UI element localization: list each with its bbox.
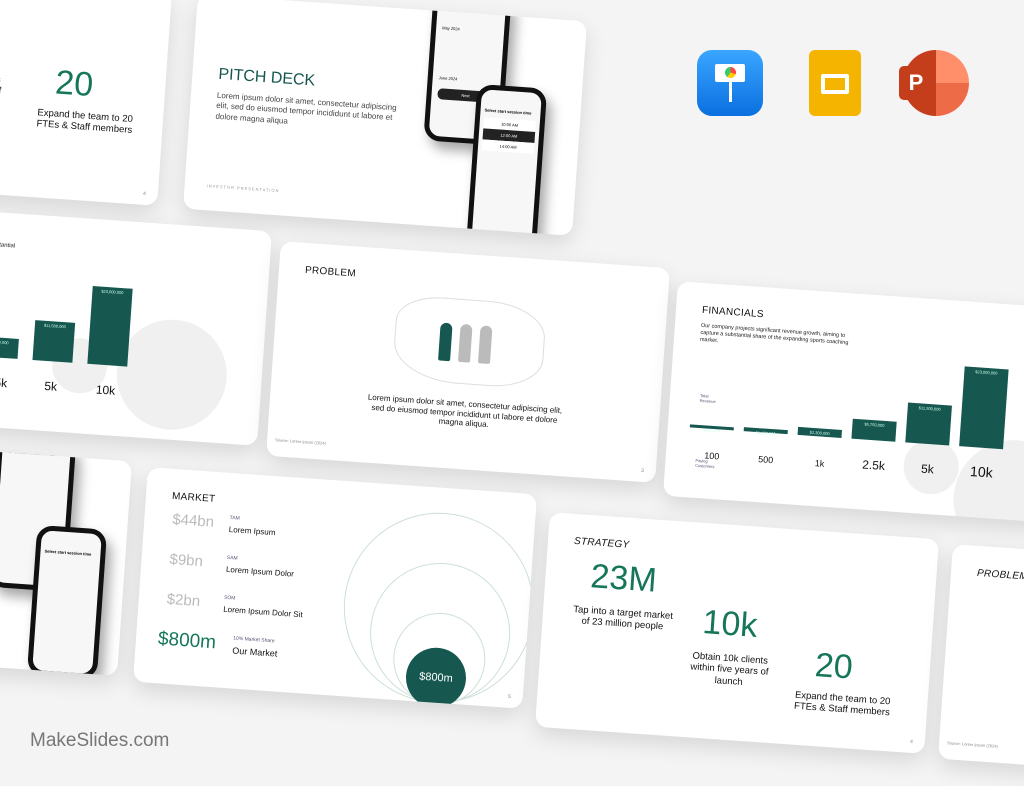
market-label: SOM xyxy=(223,594,236,602)
month-label: May 2024 xyxy=(442,25,460,32)
market-name: Lorem Ipsum Dolor xyxy=(225,564,295,579)
stat-value: 10k xyxy=(701,603,759,645)
problem-title: PROBLEM xyxy=(976,567,1024,583)
customer-count: 1k xyxy=(814,458,825,469)
stat-value: 20 xyxy=(54,63,95,105)
bar: $11,500,000 xyxy=(32,320,76,363)
customer-count: 5k xyxy=(43,378,58,394)
page-number: 4 xyxy=(142,190,147,198)
revenue-bar: $1,150,000 xyxy=(743,427,788,436)
market-value: $800m xyxy=(157,628,217,654)
market-value: $9bn xyxy=(168,550,204,571)
pitch-title: PITCH DECK xyxy=(217,65,316,90)
revenue-label: Total Revenue xyxy=(699,392,716,405)
stat-value: 20 xyxy=(813,646,855,687)
page-number: 3 xyxy=(640,467,645,475)
bubble xyxy=(113,316,231,434)
customer-count: 5k xyxy=(920,461,935,477)
stat-value: 23M xyxy=(589,557,658,600)
slide-problem-partial[interactable]: PROBLEM Source: Lorem Ipsum (2024) xyxy=(937,544,1024,786)
phone-title: Select start session time xyxy=(484,107,532,116)
slide-pitch-deck-partial[interactable]: Select start session date Select start s… xyxy=(0,434,133,676)
customer-count: 10k xyxy=(95,382,116,398)
financials-body: Our company projects significant revenue… xyxy=(0,229,16,250)
stat-caption: Expand the team to 20 FTEs & Staff membe… xyxy=(793,689,891,719)
financials-title: FINANCIALS xyxy=(701,304,765,321)
problem-title: PROBLEM xyxy=(304,264,357,280)
phone-mockup-time: Select start session time xyxy=(26,524,108,676)
stat-caption: Obtain 10k clients within five years of … xyxy=(690,650,769,688)
revenue-bar: $230,000 xyxy=(689,424,734,433)
month-label: June 2024 xyxy=(438,75,458,82)
market-value: $2bn xyxy=(166,590,201,611)
pitch-footer: INVESTOR PRESENTATION xyxy=(206,183,280,194)
brand-logo: MakeSlides.com xyxy=(30,730,170,751)
strategy-title: STRATEGY xyxy=(573,535,630,551)
slide-market[interactable]: MARKET $800m $44bn TAM Lorem Ipsum $9bn … xyxy=(132,467,538,709)
slide-pitch-deck[interactable]: PITCH DECK Lorem ipsum dolor sit amet, c… xyxy=(182,0,588,236)
phone-title: Select start session time xyxy=(44,548,92,557)
financials-body: Our company projects significant revenue… xyxy=(699,322,849,347)
revenue-bar: $23,000,000 xyxy=(959,366,1009,450)
slide-problem[interactable]: PROBLEM Lorem ipsum dolor sit amet, cons… xyxy=(265,241,671,483)
phone-mockup-time: Select start session time 10:00 AM 12:00… xyxy=(466,83,548,236)
market-title: MARKET xyxy=(171,490,216,505)
customer-count: 2.5k xyxy=(0,374,8,391)
market-label: SAM xyxy=(226,554,238,562)
slide-strategy-partial[interactable]: 10k Obtain 10k clients within five years… xyxy=(0,0,173,206)
phone-title: Select start session date xyxy=(8,448,56,457)
customer-count: 2.5k xyxy=(861,457,886,474)
time-slot: 14:00 AM xyxy=(481,139,535,154)
stat-caption: Expand the team to 20 FTEs & Staff membe… xyxy=(36,107,134,137)
problem-body: Lorem ipsum dolor sit amet, consectetur … xyxy=(367,392,563,430)
keynote-icon xyxy=(697,50,763,116)
market-label: 10% Market Share xyxy=(233,635,275,645)
market-value: $44bn xyxy=(171,511,215,531)
bar: $5,750,000 xyxy=(0,336,19,359)
google-slides-icon xyxy=(809,50,861,116)
stat-caption: Obtain 10k clients within five years of … xyxy=(0,69,11,110)
market-name: Lorem Ipsum Dolor Sit xyxy=(222,604,303,620)
pitch-body: Lorem ipsum dolor sit amet, consectetur … xyxy=(215,90,397,126)
page-number: 4 xyxy=(909,738,914,746)
bar: $23,000,000 xyxy=(87,285,133,367)
customer-count: 10k xyxy=(969,463,994,481)
revenue-bar: $2,300,000 xyxy=(797,426,842,438)
slide-strategy[interactable]: STRATEGY 23M Tap into a target market of… xyxy=(534,512,940,754)
page-number: 5 xyxy=(507,693,512,701)
revenue-bar: $5,750,000 xyxy=(851,418,897,442)
market-label: TAM xyxy=(229,514,240,522)
slide-financials[interactable]: FINANCIALS Our company projects signific… xyxy=(662,281,1024,523)
market-name: Lorem Ipsum xyxy=(228,524,276,538)
problem-source: Source: Lorem Ipsum (2024) xyxy=(946,740,999,749)
phone-title: Select start session date xyxy=(443,2,491,11)
stat-caption: Tap into a target market of 23 million p… xyxy=(572,604,674,633)
market-name: Our Market xyxy=(232,645,278,659)
slide-financials-partial[interactable]: Our company projects significant revenue… xyxy=(0,204,273,446)
customer-count: 500 xyxy=(757,454,774,466)
revenue-bar: $11,500,000 xyxy=(905,402,952,446)
powerpoint-icon: P xyxy=(899,50,969,116)
problem-source: Source: Lorem Ipsum (2024) xyxy=(274,437,327,446)
